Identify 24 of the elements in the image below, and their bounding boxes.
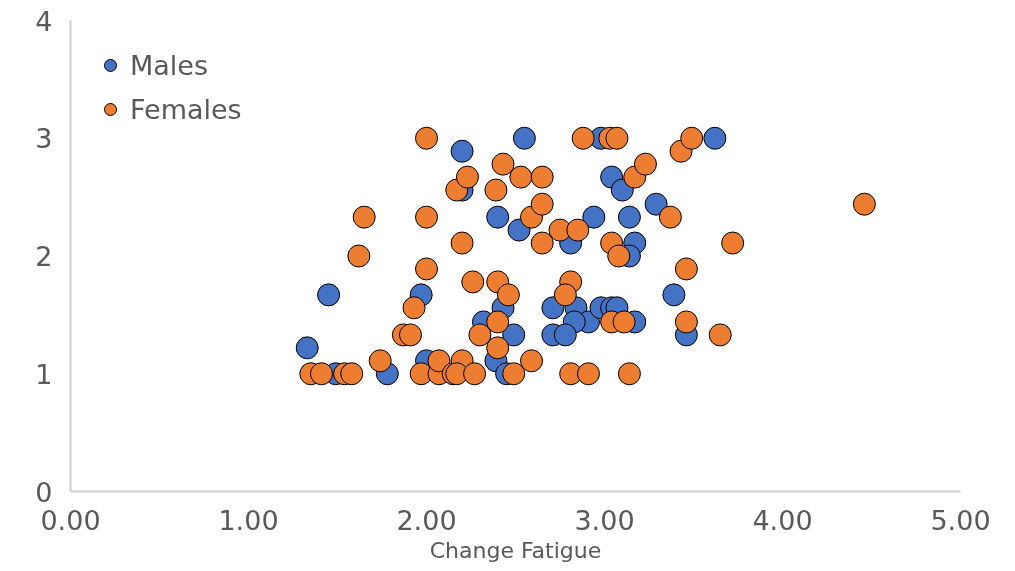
x-axis-title: Change Fatigue [429, 537, 602, 563]
y-tick-label: 2 [35, 241, 53, 272]
point [317, 283, 341, 307]
point [553, 323, 577, 347]
x-tick-label: 1.00 [218, 504, 279, 536]
x-tick-label: 3.00 [574, 504, 635, 536]
point [486, 205, 510, 229]
point [644, 192, 668, 216]
legend-label: Females [130, 93, 242, 125]
x-tick-label: 2.00 [396, 504, 457, 536]
x-tick-label: 5.00 [930, 504, 991, 536]
point [617, 205, 641, 229]
point [703, 126, 727, 150]
x-tick-label: 4.00 [752, 504, 813, 536]
y-tick-label: 3 [35, 123, 53, 155]
point [502, 323, 526, 347]
y-tick-label: 4 [35, 5, 53, 37]
point [450, 139, 474, 163]
y-tick-label: 1 [35, 358, 53, 390]
point [512, 126, 536, 150]
point [582, 205, 606, 229]
point [662, 283, 686, 307]
point [295, 336, 319, 360]
legend-label: Males [130, 49, 209, 81]
